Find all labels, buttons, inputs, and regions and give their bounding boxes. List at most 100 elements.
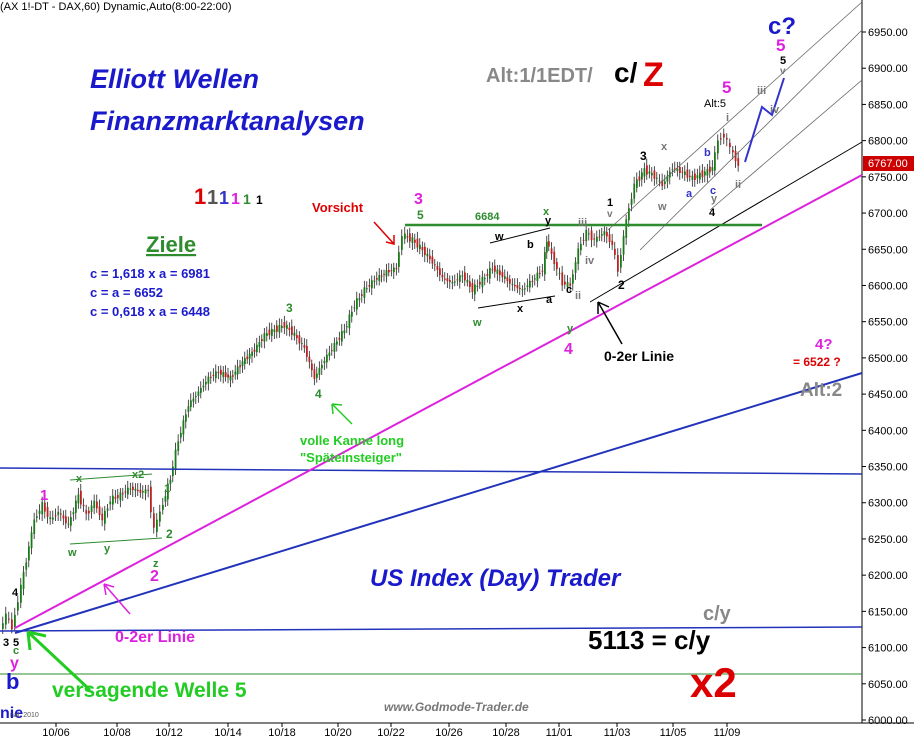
candle-body — [132, 486, 134, 490]
wave-label: 1 — [164, 483, 170, 495]
candle-body — [150, 486, 152, 513]
title-line-1: Elliott Wellen — [90, 64, 259, 94]
price-tick-label: 6150.00 — [868, 606, 908, 618]
wave-label: x2 — [132, 469, 144, 481]
candle-body — [466, 280, 469, 283]
candle-body — [283, 321, 286, 328]
candle-body — [385, 270, 388, 277]
versagende-label: versagende Welle 5 — [52, 679, 247, 702]
candle-body — [439, 268, 441, 276]
candle-body — [90, 505, 93, 512]
candle-body — [596, 236, 598, 242]
candle-body — [341, 331, 343, 342]
price-tick-label: 6600.00 — [868, 280, 908, 292]
candle-body — [11, 619, 13, 630]
candle-body — [80, 490, 82, 505]
cy-small-label: c/y — [703, 603, 732, 625]
time-tick-label: 10/14 — [214, 727, 242, 739]
candle-body — [506, 277, 509, 282]
candle-body — [261, 339, 263, 341]
candle-body — [689, 175, 691, 177]
wave-label: a — [686, 188, 693, 200]
candle-body — [195, 396, 197, 398]
time-tick-label: 10/22 — [377, 727, 405, 739]
candle-body — [699, 172, 701, 180]
candle-body — [509, 279, 511, 284]
candle-body — [491, 269, 494, 271]
time-tick-label: 11/05 — [660, 727, 687, 739]
degree-digit: 1 — [243, 191, 251, 207]
wave-label: 5 — [780, 55, 786, 67]
zero-two-label-left: 0-2er Linie — [115, 629, 195, 646]
candle-body — [539, 272, 541, 274]
candle-body — [202, 385, 205, 388]
candle-body — [416, 238, 419, 248]
candle-body — [72, 512, 75, 515]
candle-body — [734, 150, 737, 162]
candle-body — [241, 361, 244, 367]
candle-body — [664, 181, 666, 184]
c-question-label: c? — [768, 13, 796, 40]
candle-body — [14, 614, 16, 627]
candle-body — [134, 488, 137, 491]
price-axis-labels: 6950.00 6900.00 6850.00 6800.00 6750.00 6700.… — [862, 27, 908, 727]
black-zero-two-line — [589, 141, 863, 303]
candles-layer — [2, 128, 740, 635]
price-tick-label: 6550.00 — [868, 317, 908, 329]
candle-body — [566, 281, 569, 288]
candle-body — [244, 358, 246, 365]
price-tick-label: 6300.00 — [868, 498, 908, 510]
alt2-label: Alt:2 — [800, 380, 842, 401]
candle-body — [323, 360, 326, 364]
wave-label: a — [546, 294, 553, 306]
candle-body — [308, 356, 311, 363]
candle-body — [144, 489, 147, 494]
candle-body — [601, 234, 603, 236]
candle-body — [622, 235, 625, 255]
price-tick-label: 6800.00 — [868, 136, 908, 148]
candle-body — [561, 272, 564, 286]
candle-body — [278, 324, 281, 333]
candle-body — [273, 329, 276, 333]
candle-body — [351, 311, 353, 317]
candle-body — [142, 491, 144, 493]
last-price-tag: 6767.00 — [863, 156, 914, 171]
candle-body — [316, 373, 318, 378]
candle-body — [117, 495, 119, 498]
candle-body — [709, 166, 711, 173]
candle-body — [57, 511, 60, 515]
candle-body — [577, 248, 580, 264]
candle-body — [109, 501, 112, 505]
time-tick-label: 11/01 — [546, 727, 573, 739]
wave-label: 3 — [640, 149, 647, 163]
volle-kanne-line-2: "Späteinsteiger" — [300, 450, 402, 465]
candle-body — [182, 420, 185, 435]
alt-cz: c/ — [614, 57, 638, 88]
wave-label: x — [76, 473, 83, 485]
candle-body — [343, 330, 346, 334]
candle-body — [519, 287, 521, 289]
candle-body — [162, 504, 164, 510]
candle-body — [446, 278, 449, 282]
candle-body — [106, 508, 109, 511]
candle-body — [630, 198, 633, 206]
candle-body — [246, 356, 249, 360]
candle-body — [531, 280, 534, 282]
candle-body — [248, 353, 251, 359]
candle-body — [419, 244, 421, 250]
candle-body — [54, 515, 57, 517]
candle-body — [398, 252, 400, 268]
candle-body — [156, 519, 158, 532]
candle-body — [684, 171, 686, 175]
candle-body — [436, 265, 439, 271]
candle-body — [205, 381, 207, 385]
annotations-layer: (AX 1!-DT - DAX,60) Dynamic,Auto(8:00-22… — [0, 1, 842, 722]
wave-label: y — [545, 215, 552, 227]
candle-body — [496, 269, 499, 274]
candle-body — [582, 239, 585, 241]
candle-body — [2, 623, 4, 629]
degree-digit: 1 — [207, 187, 218, 209]
degree-digit: 1 — [256, 193, 263, 207]
candle-body — [550, 248, 553, 254]
price-tick-label: 6650.00 — [868, 244, 908, 256]
